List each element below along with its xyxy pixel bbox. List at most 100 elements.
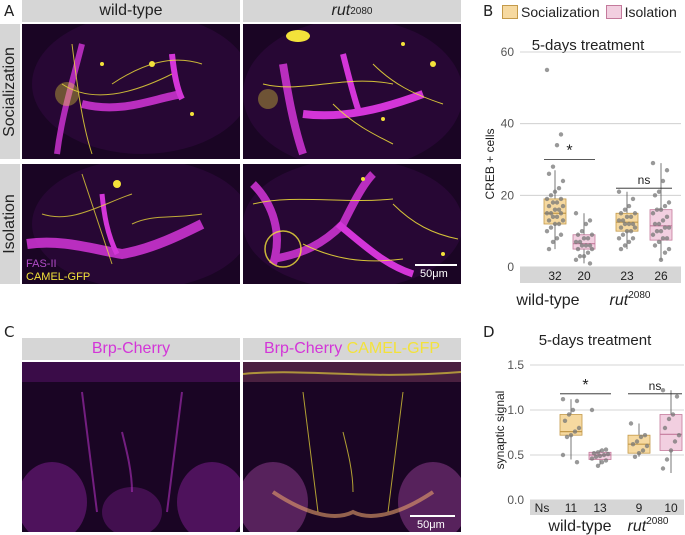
syn-point <box>564 434 570 440</box>
syn-point <box>568 433 574 438</box>
creb-point <box>664 168 670 173</box>
header-c-left: Brp-Cherry <box>22 338 240 360</box>
creb-point <box>575 246 581 252</box>
chart-synaptic: 5-days treatment synaptic signal 0.0 0.5 1… <box>493 332 684 535</box>
syn-point <box>595 450 601 455</box>
syn-point <box>676 433 682 438</box>
creb-point <box>573 239 579 245</box>
micrograph-rut-isolation <box>243 164 461 284</box>
creb-point <box>583 221 589 227</box>
panel-label-d: D <box>483 323 495 341</box>
creb-point <box>546 246 552 252</box>
col-header-rut: rut 2080 <box>243 0 461 22</box>
creb-point <box>628 214 634 220</box>
chart-synaptic-group-rut: rut2080 <box>628 516 669 535</box>
creb-point <box>620 232 626 237</box>
chart-creb-title: 5-days treatment <box>532 37 645 54</box>
chart-synaptic-title: 5-days treatment <box>539 332 652 349</box>
creb-point <box>626 203 632 209</box>
creb-point <box>585 250 591 255</box>
stain-label-camel: CAMEL-GFP <box>26 271 91 283</box>
creb-point <box>552 221 558 227</box>
col-header-rut-text: rut <box>331 2 351 19</box>
creb-point <box>616 218 622 223</box>
creb-point <box>546 171 552 177</box>
creb-point <box>622 243 628 248</box>
creb-point <box>560 203 566 209</box>
scale-bar-a-label: 50μm <box>420 268 448 280</box>
creb-point <box>556 207 562 212</box>
creb-point <box>660 178 666 184</box>
creb-point <box>554 142 560 148</box>
creb-point <box>560 218 566 223</box>
creb-point <box>618 211 624 216</box>
chart-synaptic-ylabel: synaptic signal <box>493 391 507 470</box>
creb-point <box>650 232 656 237</box>
creb-point <box>573 211 579 216</box>
syn-count-label: 10 <box>664 501 678 515</box>
syn-point <box>576 425 582 431</box>
creb-point <box>587 218 593 223</box>
creb-point <box>554 200 560 205</box>
creb-point <box>573 257 579 263</box>
syn-point <box>599 460 605 465</box>
syn-point <box>640 448 646 453</box>
creb-ytick-label: 60 <box>501 45 515 59</box>
syn-point <box>560 452 566 458</box>
micrograph-wt-isolation <box>22 164 240 284</box>
creb-point <box>626 221 632 227</box>
syn-count-label: 11 <box>565 501 578 515</box>
creb-point <box>560 178 566 184</box>
creb-point <box>660 236 666 241</box>
syn-point <box>642 433 648 438</box>
syn-point <box>662 425 668 431</box>
syn-point <box>632 454 638 459</box>
chart-creb-count-bar <box>520 267 681 283</box>
syn-point <box>660 388 666 393</box>
syn-point <box>660 466 666 471</box>
creb-point <box>664 214 670 220</box>
syn-point <box>664 457 670 462</box>
syn-point <box>560 397 566 402</box>
syn-point <box>601 452 607 458</box>
panel-label-b: B <box>483 2 494 20</box>
syn-point <box>603 458 609 463</box>
row-header-isolation: Isolation <box>0 164 20 284</box>
creb-point <box>620 218 626 223</box>
syn-point <box>595 463 601 468</box>
creb-point <box>587 243 593 248</box>
creb-point <box>550 164 556 169</box>
creb-point <box>546 218 552 223</box>
creb-point <box>583 243 589 248</box>
syn-sig-label: ns <box>649 379 662 393</box>
chart-creb-group-wt: wild-type <box>515 292 579 309</box>
creb-point <box>628 228 634 234</box>
creb-point <box>662 203 668 209</box>
creb-point <box>544 211 550 216</box>
scale-bar-c-label: 50μm <box>417 519 445 531</box>
micrograph-brp-cherry <box>22 362 240 532</box>
creb-point <box>579 228 585 234</box>
creb-point <box>556 221 562 227</box>
syn-point <box>570 407 576 413</box>
syn-ytick-label: 1.5 <box>507 358 524 372</box>
syn-point <box>605 451 611 457</box>
creb-point <box>579 243 585 248</box>
creb-point <box>656 189 662 194</box>
chart-synaptic-group-wt: wild-type <box>547 518 611 535</box>
syn-point <box>593 454 599 459</box>
creb-point <box>558 232 564 237</box>
creb-ytick-label: 40 <box>501 117 515 131</box>
creb-point <box>662 250 668 255</box>
creb-point <box>587 261 593 266</box>
syn-point <box>562 418 568 423</box>
panel-label-c: C <box>4 323 15 341</box>
creb-point <box>581 236 587 241</box>
chart-synaptic-count-bar <box>530 500 684 515</box>
syn-ytick-label: 0.0 <box>507 493 524 507</box>
syn-point <box>589 456 595 461</box>
legend-label-socialization: Socialization <box>521 4 600 20</box>
col-header-rut-superscript: 2080 <box>350 5 373 17</box>
creb-point <box>616 189 622 194</box>
syn-point <box>597 453 603 459</box>
